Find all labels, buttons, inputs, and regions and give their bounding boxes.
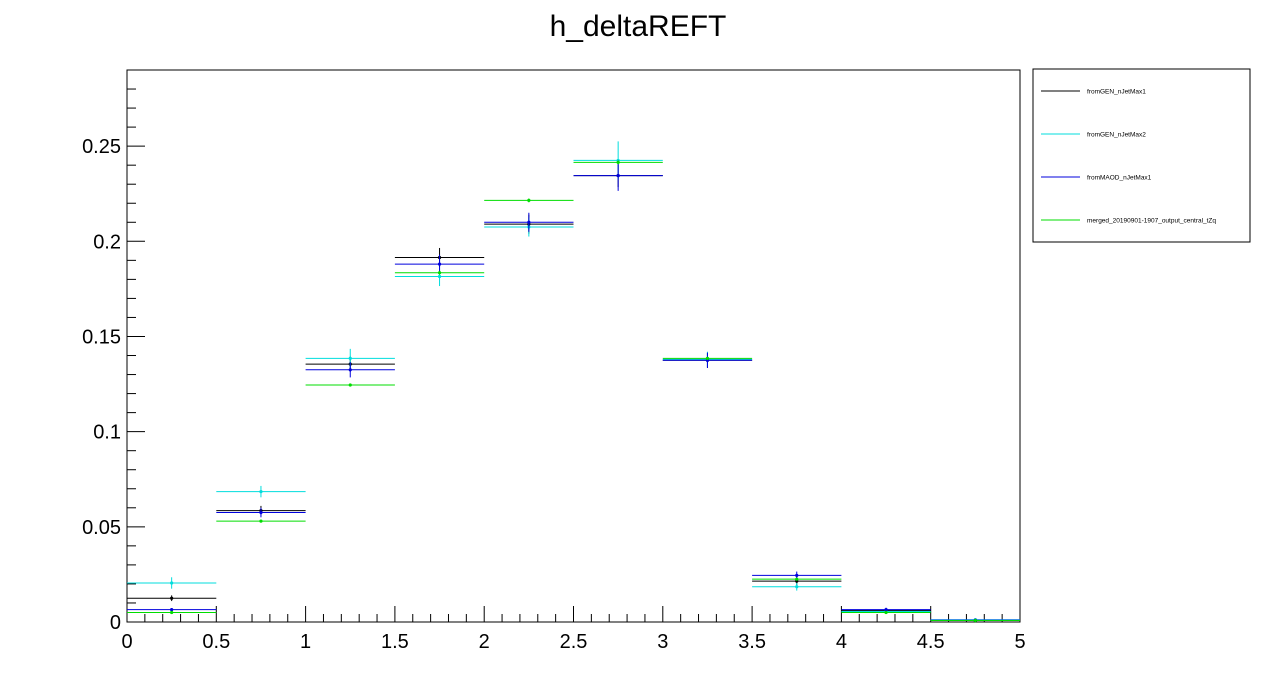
data-point [795,573,799,577]
x-tick-label: 0 [121,631,132,653]
data-point [795,585,799,589]
x-tick-label: 1.5 [381,631,409,653]
data-point [527,220,531,224]
y-tick-label: 0.05 [82,517,121,539]
data-point [259,519,263,523]
data-point [616,160,620,164]
series-merged_20190901-1907_output_central_tZq [127,160,1020,623]
legend-label: merged_20190901-1907_output_central_tZq [1087,218,1216,225]
series-fromGEN_nJetMax1 [127,164,1020,623]
series-fromGEN_nJetMax2 [127,141,1020,622]
data-point [795,577,799,581]
chart-title: h_deltaREFT [550,10,727,43]
data-point [170,610,174,615]
x-tick-label: 2.5 [560,631,588,653]
legend-label: fromMAOD_nJetMax1 [1087,175,1152,182]
data-point [170,596,174,600]
x-tick-label: 1 [300,631,311,653]
y-tick-label: 0.2 [93,231,121,253]
legend-box [1032,68,1251,243]
series-layer [127,141,1020,623]
y-tick-label: 0.1 [93,422,121,444]
data-point [527,198,531,202]
y-tick-label: 0 [110,612,121,634]
data-point [705,356,710,360]
data-point [884,610,888,615]
y-axis: 0 0.05 0.1 0.15 0.2 0.25 [82,69,145,634]
legend-label: fromGEN_nJetMax2 [1087,132,1146,139]
legend-label: fromGEN_nJetMax1 [1087,89,1146,96]
data-point [170,608,174,612]
data-point [884,608,888,612]
data-point [616,174,620,178]
x-axis: 0 0.5 1 1.5 2 2.5 3 3.5 4 4.5 5 [121,606,1026,653]
data-point [973,618,977,623]
data-point [348,356,352,360]
x-tick-label: 5 [1014,631,1025,653]
x-tick-label: 2 [479,631,490,653]
x-tick-label: 4.5 [917,631,945,653]
x-tick-label: 4 [836,631,847,653]
data-point [259,490,263,494]
x-tick-label: 3.5 [738,631,766,653]
data-point [437,271,442,275]
series-fromMAOD_nJetMax1 [127,160,1020,622]
y-tick-label: 0.15 [82,326,121,348]
plot-frame [126,69,1021,623]
legend: fromGEN_nJetMax1 fromGEN_nJetMax2 fromMAOD… [1032,68,1251,243]
data-point [348,368,352,372]
data-point [348,383,352,387]
y-tick-label: 0.25 [82,136,121,158]
data-point [437,262,442,266]
x-tick-label: 3 [657,631,668,653]
x-tick-label: 0.5 [202,631,230,653]
data-point [259,510,263,515]
data-point [437,274,442,279]
data-point [170,581,174,585]
